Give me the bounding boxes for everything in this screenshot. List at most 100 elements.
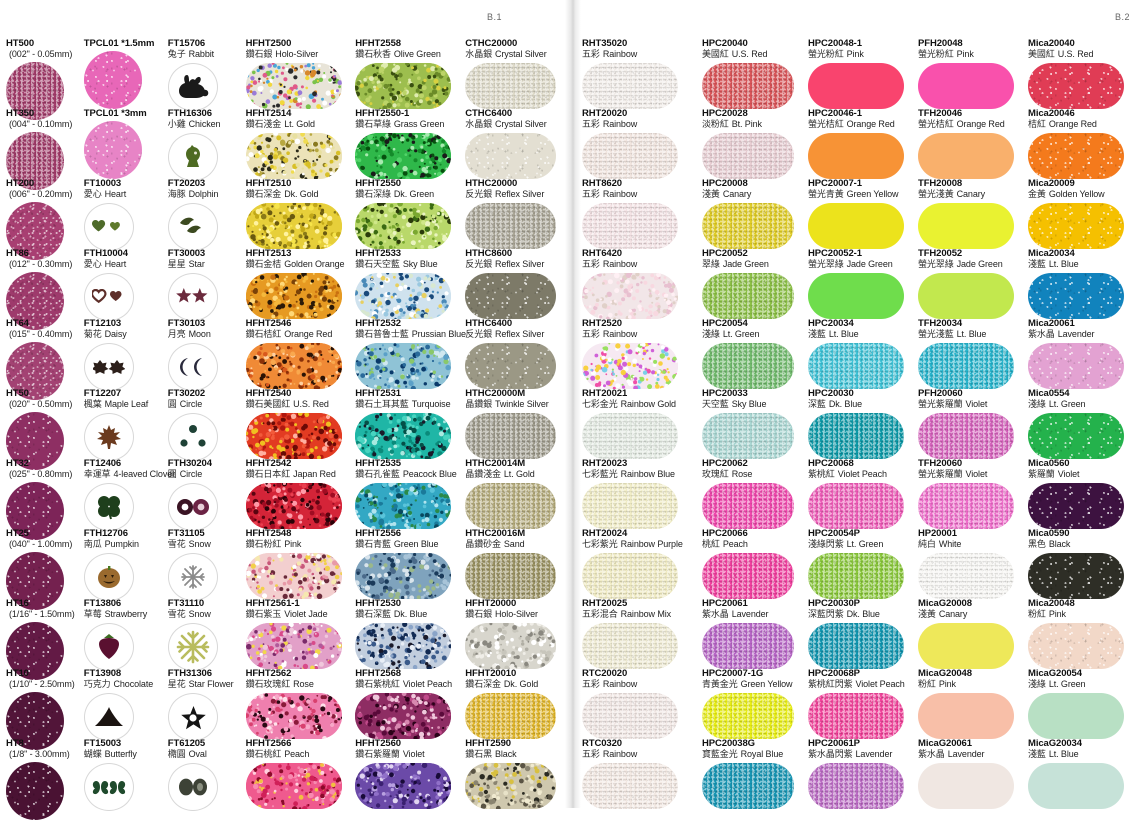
swatch-cell[interactable]: HT25(040" - 1.00mm) <box>6 528 84 598</box>
swatch-cell[interactable]: HT8(1/8" - 3.00mm) <box>6 738 84 808</box>
shape-sample[interactable] <box>168 203 218 251</box>
color-swatch[interactable] <box>465 693 556 739</box>
color-swatch[interactable] <box>702 273 794 319</box>
color-swatch[interactable] <box>582 203 678 249</box>
color-swatch[interactable] <box>582 343 678 389</box>
color-swatch[interactable] <box>918 553 1014 599</box>
color-swatch[interactable] <box>918 763 1014 809</box>
color-swatch[interactable] <box>808 133 904 179</box>
color-swatch[interactable] <box>1028 133 1124 179</box>
shape-sample[interactable] <box>84 203 134 251</box>
color-swatch[interactable] <box>1028 623 1124 669</box>
color-swatch[interactable] <box>246 63 342 109</box>
color-swatch[interactable] <box>702 763 794 809</box>
color-swatch[interactable] <box>246 483 342 529</box>
color-swatch[interactable] <box>355 273 451 319</box>
color-swatch[interactable] <box>246 343 342 389</box>
color-swatch[interactable] <box>355 63 451 109</box>
color-swatch[interactable] <box>6 762 64 820</box>
color-swatch[interactable] <box>465 483 556 529</box>
color-swatch[interactable] <box>808 203 904 249</box>
color-swatch[interactable] <box>84 51 142 109</box>
swatch-cell[interactable]: HT32(025" - 0.80mm) <box>6 458 84 528</box>
shape-sample[interactable] <box>168 483 218 531</box>
color-swatch[interactable] <box>1028 553 1124 599</box>
shape-sample[interactable] <box>84 623 134 671</box>
swatch-cell[interactable]: TPCL01 *3mm <box>84 108 168 178</box>
color-swatch[interactable] <box>808 413 904 459</box>
color-swatch[interactable] <box>465 553 556 599</box>
color-swatch[interactable] <box>355 203 451 249</box>
color-swatch[interactable] <box>465 763 556 809</box>
shape-sample[interactable] <box>168 693 218 741</box>
color-swatch[interactable] <box>1028 413 1124 459</box>
shape-sample[interactable] <box>168 763 218 811</box>
color-swatch[interactable] <box>246 763 342 809</box>
shape-sample[interactable] <box>84 483 134 531</box>
shape-sample[interactable] <box>84 763 134 811</box>
color-swatch[interactable] <box>246 203 342 249</box>
color-swatch[interactable] <box>582 483 678 529</box>
color-swatch[interactable] <box>918 343 1014 389</box>
color-swatch[interactable] <box>582 623 678 669</box>
color-swatch[interactable] <box>1028 763 1124 809</box>
color-swatch[interactable] <box>808 63 904 109</box>
color-swatch[interactable] <box>702 343 794 389</box>
color-swatch[interactable] <box>1028 693 1124 739</box>
color-swatch[interactable] <box>702 623 794 669</box>
color-swatch[interactable] <box>465 623 556 669</box>
shape-sample[interactable] <box>84 413 134 461</box>
color-swatch[interactable] <box>465 273 556 319</box>
color-swatch[interactable] <box>355 343 451 389</box>
color-swatch[interactable] <box>84 121 142 179</box>
